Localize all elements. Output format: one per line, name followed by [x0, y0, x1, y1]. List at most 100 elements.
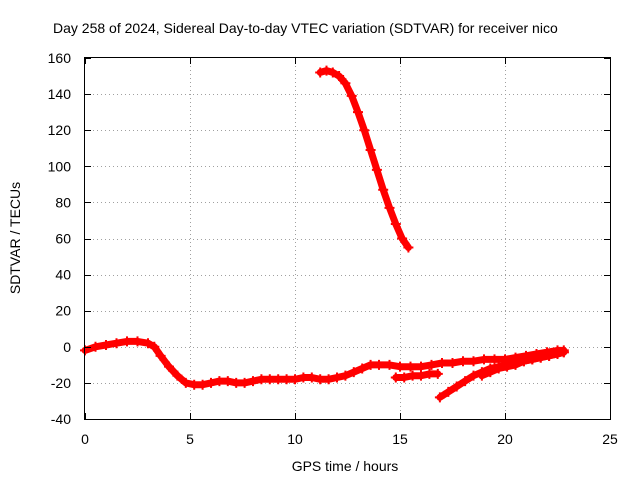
data-point	[101, 339, 111, 350]
data-point	[340, 370, 351, 381]
data-point	[315, 67, 326, 78]
data-point	[315, 374, 326, 385]
data-point	[451, 381, 462, 392]
x-tick-label: 10	[287, 431, 303, 447]
data-point	[155, 350, 166, 361]
data-point	[437, 358, 447, 369]
data-point	[164, 361, 174, 372]
data-point	[390, 219, 401, 230]
data-point	[189, 379, 200, 390]
data-point	[407, 370, 418, 381]
y-tick-label: 80	[55, 194, 71, 210]
data-point	[443, 386, 454, 397]
data-point	[359, 125, 370, 136]
chart-title: Day 258 of 2024, Sidereal Day-to-day VTE…	[53, 20, 558, 36]
data-point	[468, 356, 479, 367]
y-tick-label: 160	[48, 50, 72, 66]
y-tick-label: 60	[55, 231, 71, 247]
y-tick-label: 20	[55, 303, 71, 319]
data-point	[248, 376, 258, 387]
data-point	[399, 372, 410, 383]
data-point	[458, 356, 468, 367]
data-point	[346, 90, 357, 101]
data-point	[416, 361, 426, 372]
data-point	[206, 377, 216, 388]
data-point	[426, 359, 437, 370]
y-tick-label: 120	[48, 122, 72, 138]
x-tick-label: 25	[602, 431, 618, 447]
data-point	[460, 376, 471, 387]
series-layer	[80, 65, 569, 403]
data-point	[365, 145, 376, 156]
data-point	[390, 372, 401, 383]
x-tick-label: 0	[81, 431, 89, 447]
data-point	[273, 374, 284, 385]
data-point	[374, 359, 384, 370]
data-point	[172, 370, 183, 381]
data-point	[348, 367, 359, 378]
data-point	[403, 242, 414, 253]
data-point	[434, 392, 445, 403]
data-point	[327, 67, 338, 78]
data-point	[281, 374, 292, 385]
data-point	[332, 372, 342, 383]
data-point	[476, 370, 487, 381]
data-point	[365, 359, 376, 370]
data-point	[552, 349, 563, 360]
data-point	[395, 361, 405, 372]
data-point	[489, 354, 500, 365]
data-point	[468, 370, 479, 381]
data-point	[264, 374, 275, 385]
data-point	[222, 376, 233, 387]
data-point	[485, 367, 496, 378]
data-point	[321, 65, 332, 76]
data-point	[149, 341, 160, 352]
tick-layer	[85, 58, 611, 420]
plot-frame	[84, 57, 611, 420]
data-point	[111, 338, 122, 349]
data-point	[432, 368, 443, 379]
x-axis-label: GPS time / hours	[292, 458, 399, 474]
data-point	[416, 370, 426, 381]
data-point	[143, 338, 153, 349]
data-point	[334, 71, 345, 82]
y-tick-label: 0	[63, 339, 71, 355]
data-point	[493, 363, 504, 374]
y-tick-label: 40	[55, 267, 71, 283]
data-point	[558, 347, 569, 358]
data-point	[479, 354, 489, 365]
y-tick-label: 100	[48, 158, 72, 174]
data-point	[122, 336, 132, 347]
data-point	[90, 341, 101, 352]
data-point	[306, 372, 317, 383]
data-point	[298, 372, 309, 383]
data-point	[357, 363, 368, 374]
tick-label-layer: 0 5 10 15 20 25 -40 -20 0 20 40 60 80 100 120 140 160	[48, 50, 618, 447]
data-point	[535, 352, 546, 363]
data-point	[197, 379, 208, 390]
x-tick-label: 20	[497, 431, 513, 447]
data-point	[527, 354, 538, 365]
data-point	[371, 164, 382, 175]
data-point	[384, 359, 395, 370]
y-tick-label: 140	[48, 86, 72, 102]
x-tick-label: 5	[186, 431, 194, 447]
data-point	[256, 374, 267, 385]
data-point	[180, 377, 191, 388]
y-axis-label: SDTVAR / TECUs	[7, 182, 23, 294]
data-point	[378, 184, 389, 195]
data-point	[510, 359, 521, 370]
data-point	[214, 376, 225, 387]
data-point	[132, 336, 143, 347]
y-tick-label: -20	[51, 375, 71, 391]
data-point	[239, 377, 250, 388]
data-point	[544, 350, 555, 361]
data-point	[405, 361, 416, 372]
data-point	[397, 233, 408, 244]
data-point	[424, 368, 435, 379]
data-point	[290, 374, 300, 385]
data-point	[502, 361, 513, 372]
x-tick-label: 15	[392, 431, 408, 447]
data-point	[231, 377, 242, 388]
